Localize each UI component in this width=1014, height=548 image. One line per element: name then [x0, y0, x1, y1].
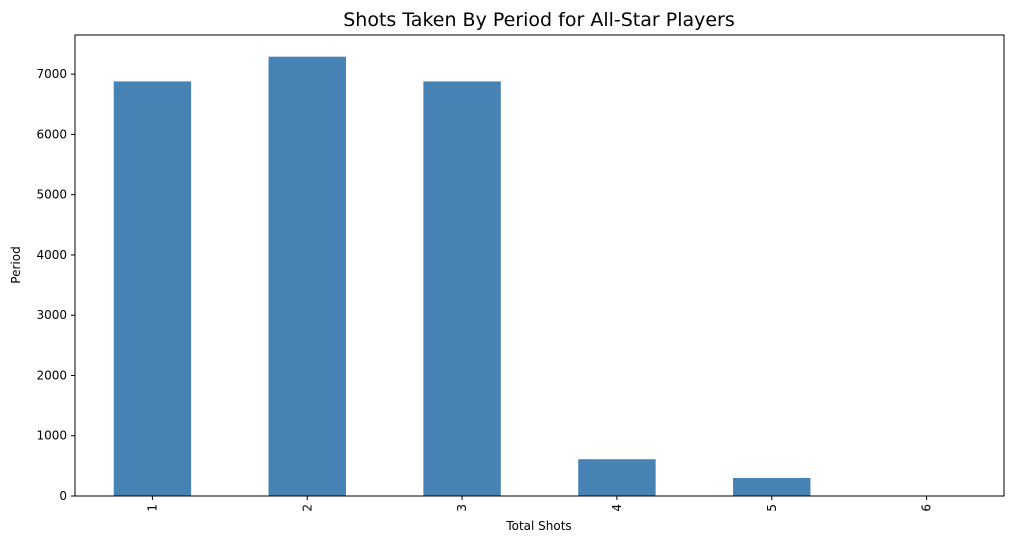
bar-period-4 — [578, 459, 655, 496]
x-tick-label: 4 — [610, 504, 624, 512]
bars-layer — [114, 57, 966, 496]
x-tick-label: 2 — [300, 504, 314, 512]
y-tick-label: 7000 — [36, 67, 67, 81]
chart-title: Shots Taken By Period for All-Star Playe… — [343, 9, 735, 31]
bar-period-1 — [114, 81, 191, 496]
y-tick-label: 1000 — [36, 429, 67, 443]
plot-frame — [75, 35, 1004, 496]
x-tick-label: 6 — [920, 504, 934, 512]
y-tick-label: 5000 — [36, 188, 67, 202]
bar-period-5 — [733, 478, 810, 496]
y-tick-label: 6000 — [36, 127, 67, 141]
x-tick-label: 3 — [455, 504, 469, 512]
y-tick-label: 0 — [59, 489, 67, 503]
x-axis: 1 2 3 4 5 6 — [145, 496, 933, 512]
bar-period-3 — [423, 81, 500, 496]
x-tick-label: 5 — [765, 504, 779, 512]
y-axis-label: Period — [9, 246, 23, 283]
y-tick-label: 4000 — [36, 248, 67, 262]
y-tick-label: 2000 — [36, 368, 67, 382]
y-axis: 0 1000 2000 3000 4000 5000 6000 7000 — [36, 67, 75, 503]
y-tick-label: 3000 — [36, 308, 67, 322]
x-axis-label: Total Shots — [505, 519, 571, 533]
x-tick-label: 1 — [145, 504, 159, 512]
bar-period-2 — [269, 57, 346, 496]
